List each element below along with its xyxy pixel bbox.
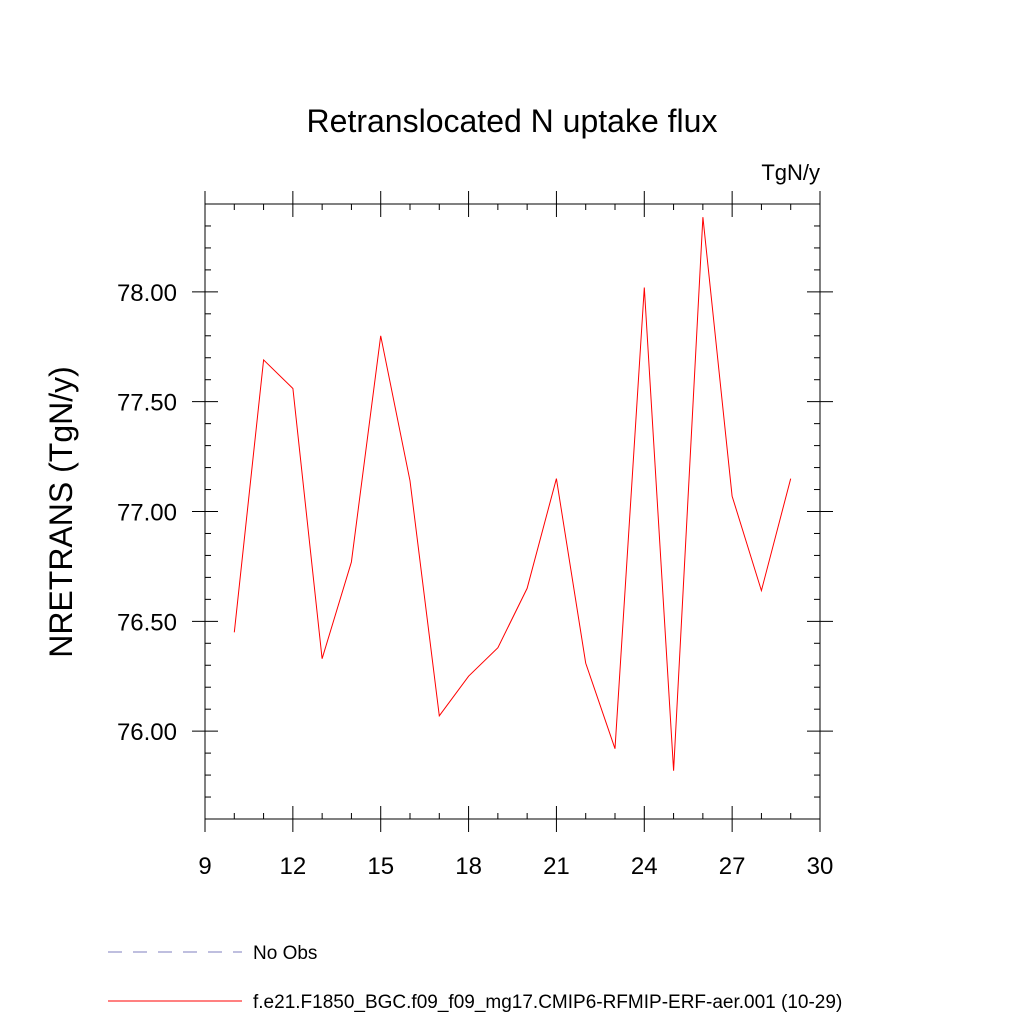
x-tick-label: 18 xyxy=(455,853,482,880)
plot-frame xyxy=(204,203,821,820)
legend: No Obs f.e21.F1850_BGC.f09_f09_mg17.CMIP… xyxy=(108,943,842,1013)
x-tick-label: 9 xyxy=(198,853,211,880)
legend-label-series-1: f.e21.F1850_BGC.f09_f09_mg17.CMIP6-RFMIP… xyxy=(253,992,842,1013)
x-tick-label: 15 xyxy=(367,853,394,880)
x-tick-label: 12 xyxy=(280,853,307,880)
units-label: TgN/y xyxy=(761,160,820,185)
x-tick-label: 27 xyxy=(719,853,746,880)
chart-title: Retranslocated N uptake flux xyxy=(307,103,718,139)
x-tick-label: 30 xyxy=(807,853,834,880)
y-axis-label: NRETRANS (TgN/y) xyxy=(43,366,79,658)
series-line-1 xyxy=(233,217,792,771)
y-tick-label: 77.50 xyxy=(117,390,177,417)
legend-label-no-obs: No Obs xyxy=(253,943,317,964)
y-tick-label: 78.00 xyxy=(117,280,177,307)
y-tick-label: 76.00 xyxy=(117,719,177,746)
y-tick-label: 76.50 xyxy=(117,609,177,636)
x-tick-label: 21 xyxy=(543,853,570,880)
x-tick-label: 24 xyxy=(631,853,658,880)
axis-ticks xyxy=(192,191,833,832)
y-tick-label: 77.00 xyxy=(117,500,177,527)
axis-tick-labels: 9 12 15 18 21 24 27 30 76.00 76.50 77.00 77.50 78.00 xyxy=(117,280,833,880)
series-lines xyxy=(233,217,792,771)
